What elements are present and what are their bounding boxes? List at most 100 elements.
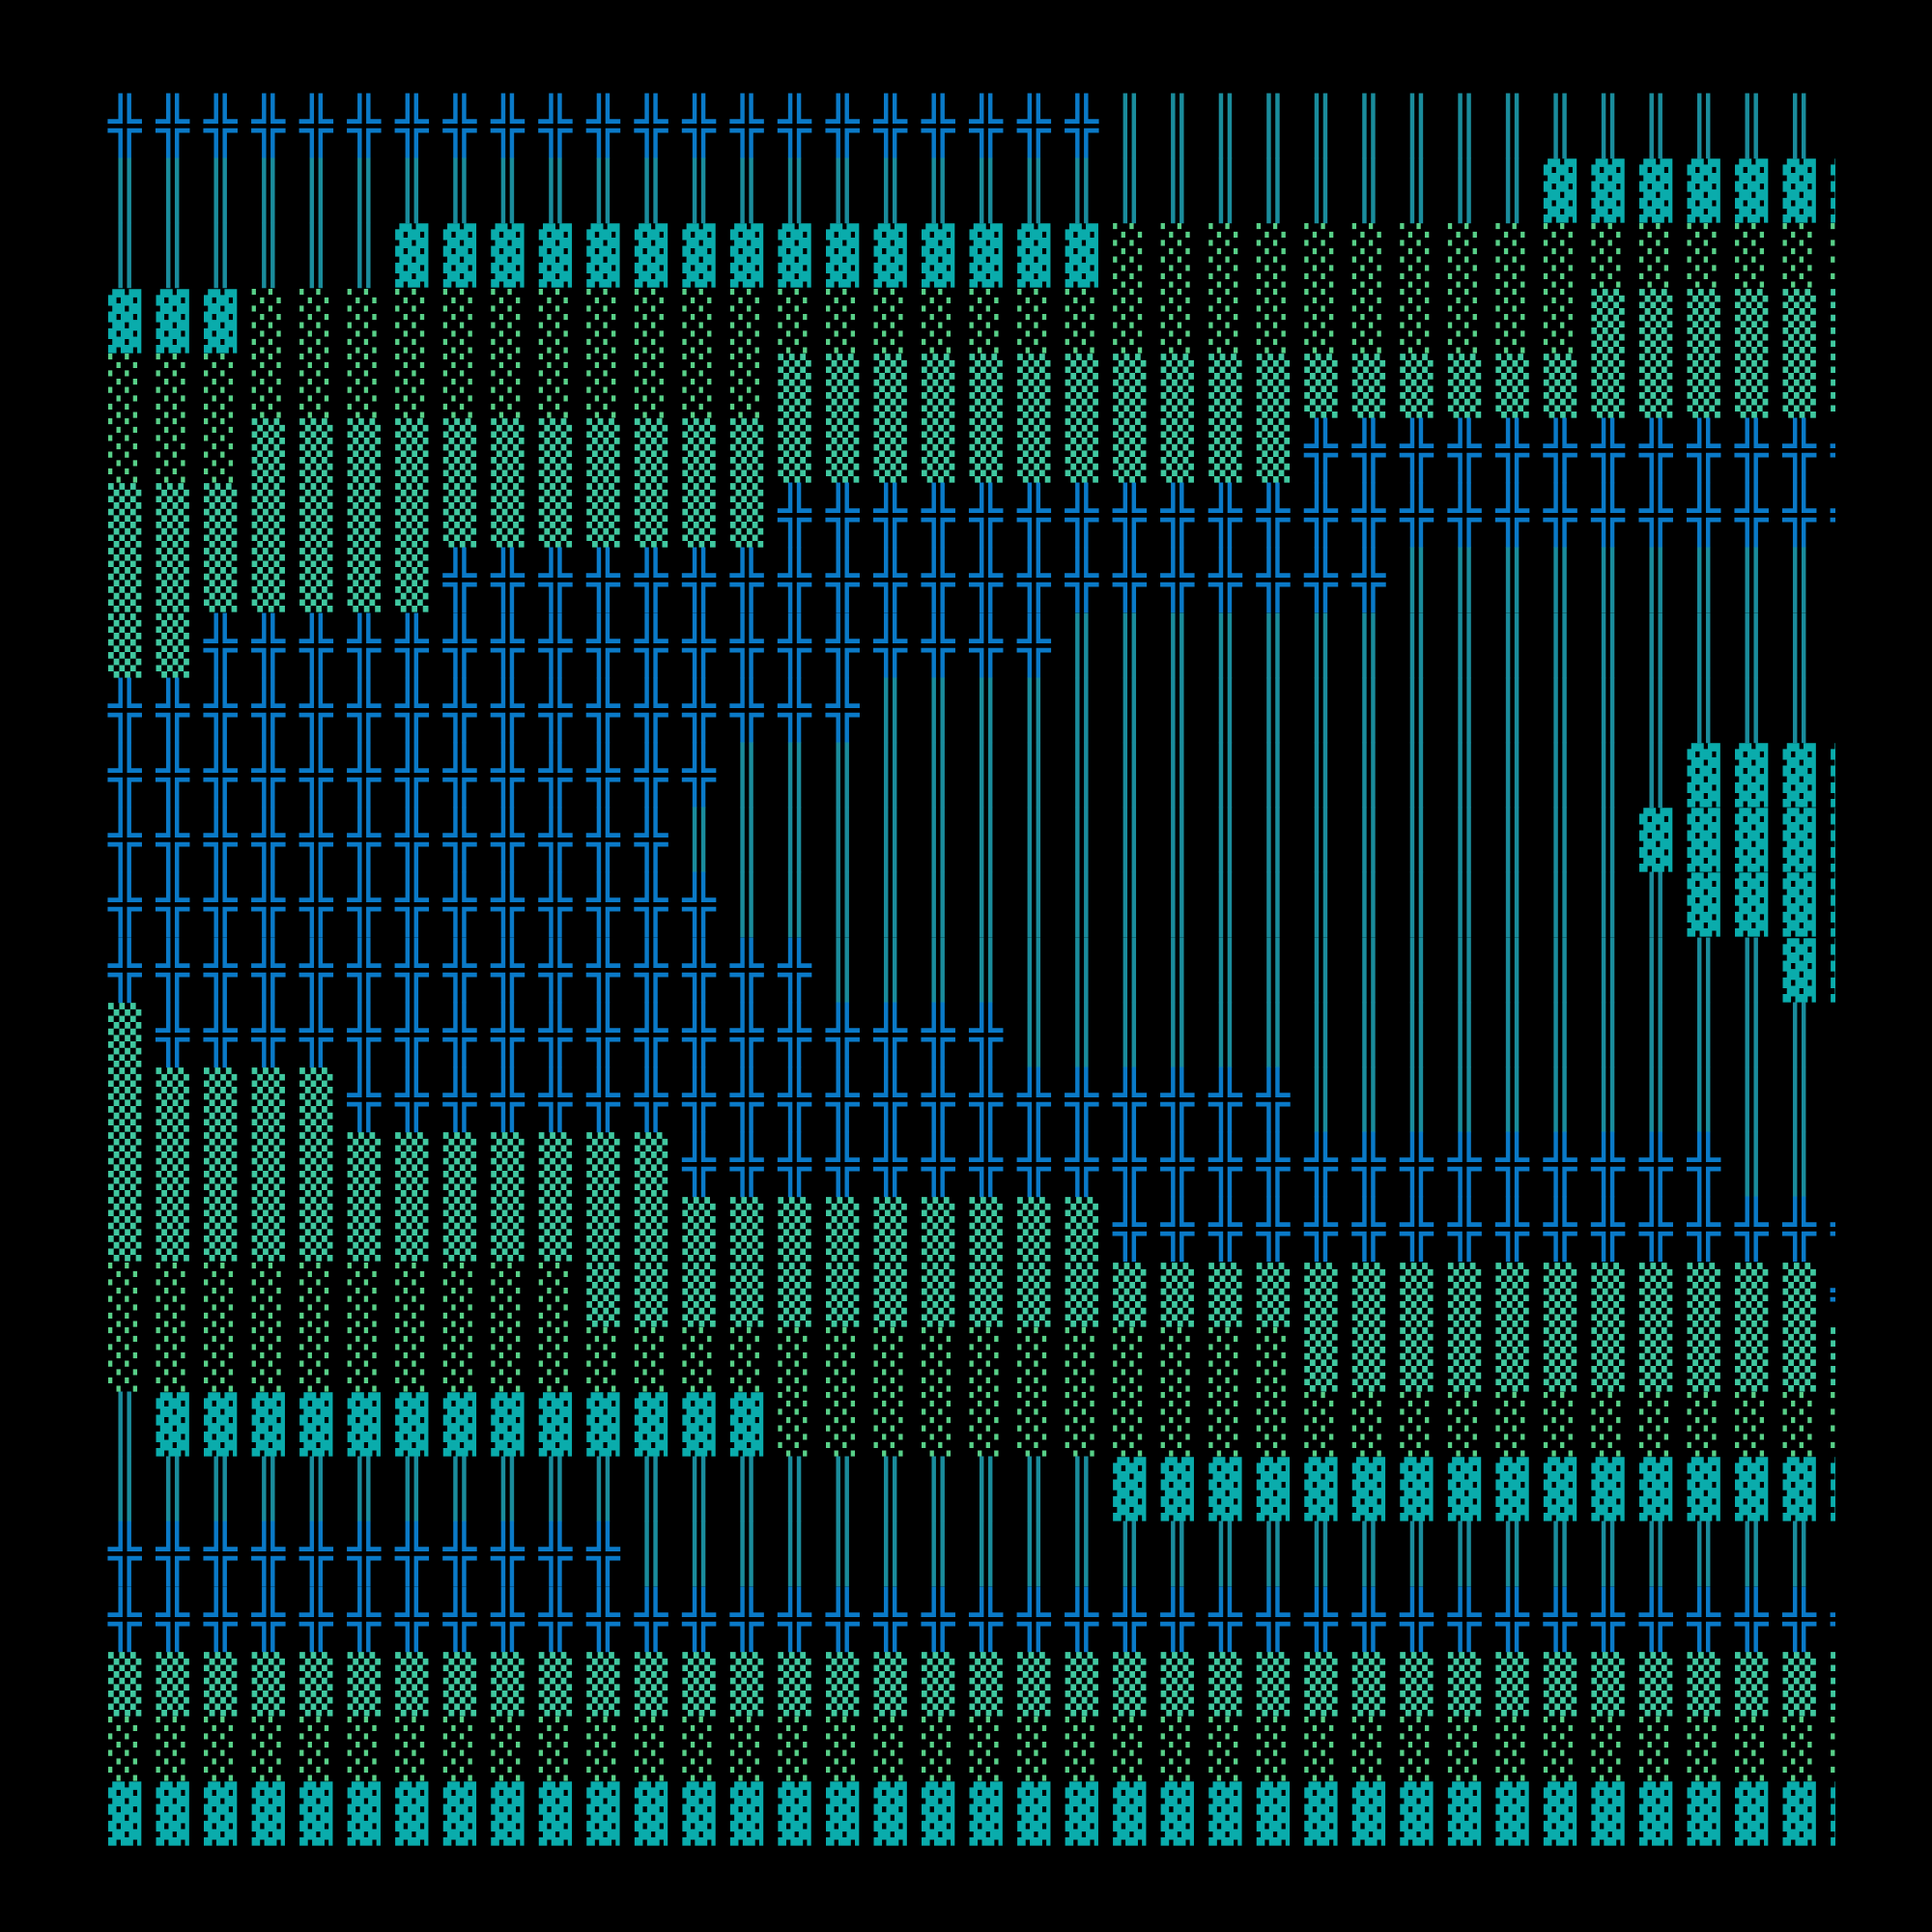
medium-shade-glyph: ▒ bbox=[538, 1133, 573, 1198]
double-bar-glyph: ║ bbox=[1208, 938, 1242, 1003]
cross-glyph: ╬ bbox=[825, 1133, 860, 1198]
light-shade-glyph: ░ bbox=[1495, 224, 1529, 289]
light-shade-glyph: ░ bbox=[395, 354, 429, 418]
double-bar-glyph: ║ bbox=[969, 678, 1003, 743]
medium-shade-glyph: ▒ bbox=[1017, 1198, 1051, 1263]
double-bar-glyph: ║ bbox=[1065, 1458, 1098, 1522]
double-bar-glyph: ║ bbox=[1304, 678, 1338, 743]
cross-glyph: ╬ bbox=[1831, 1264, 1835, 1328]
cross-glyph: ╬ bbox=[586, 1587, 620, 1652]
double-bar-glyph: ║ bbox=[969, 159, 1003, 224]
light-shade-glyph: ░ bbox=[299, 289, 333, 354]
light-shade-glyph: ░ bbox=[1351, 289, 1386, 354]
cross-glyph: ╬ bbox=[108, 938, 142, 1003]
dark-shade-glyph: ▓ bbox=[969, 1782, 1003, 1847]
double-bar-glyph: ║ bbox=[1256, 809, 1291, 873]
cross-glyph: ╬ bbox=[1160, 1133, 1194, 1198]
double-bar-glyph: ║ bbox=[1447, 1003, 1482, 1067]
cross-glyph: ╬ bbox=[251, 678, 285, 743]
cross-glyph: ╬ bbox=[442, 809, 477, 873]
double-bar-glyph: ║ bbox=[299, 224, 333, 289]
light-shade-glyph: ░ bbox=[395, 1718, 429, 1781]
light-shade-glyph: ░ bbox=[1831, 224, 1835, 289]
dark-shade-glyph: ▓ bbox=[442, 224, 477, 289]
cross-glyph: ╬ bbox=[778, 1587, 811, 1652]
medium-shade-glyph: ▒ bbox=[108, 1652, 142, 1717]
cross-glyph: ╬ bbox=[778, 1003, 811, 1067]
double-bar-glyph: ║ bbox=[1400, 1003, 1434, 1067]
medium-shade-glyph: ▒ bbox=[156, 1652, 189, 1717]
cross-glyph: ╬ bbox=[729, 1068, 764, 1132]
medium-shade-glyph: ▒ bbox=[682, 1652, 716, 1717]
cross-glyph: ╬ bbox=[586, 1522, 620, 1587]
dark-shade-glyph: ▓ bbox=[1543, 1782, 1577, 1847]
medium-shade-glyph: ▒ bbox=[586, 1263, 620, 1327]
light-shade-glyph: ░ bbox=[1065, 1393, 1098, 1457]
medium-shade-glyph: ▒ bbox=[825, 1652, 860, 1717]
double-bar-glyph: ║ bbox=[1160, 809, 1194, 873]
cross-glyph: ╬ bbox=[1256, 1068, 1291, 1132]
medium-shade-glyph: ▒ bbox=[969, 354, 1003, 418]
cross-glyph: ╬ bbox=[778, 1133, 811, 1198]
medium-shade-glyph: ▒ bbox=[1017, 1652, 1051, 1717]
cross-glyph: ╬ bbox=[873, 1003, 907, 1067]
cross-glyph: ╬ bbox=[1208, 549, 1242, 613]
dark-shade-glyph: ▓ bbox=[538, 1782, 573, 1847]
light-shade-glyph: ░ bbox=[1400, 289, 1434, 354]
cross-glyph: ╬ bbox=[251, 809, 285, 873]
double-bar-glyph: ║ bbox=[825, 744, 860, 808]
cross-glyph: ╬ bbox=[442, 1587, 477, 1652]
light-shade-glyph: ░ bbox=[491, 1263, 525, 1327]
cross-glyph: ╬ bbox=[969, 1587, 1003, 1652]
light-shade-glyph: ░ bbox=[1735, 1718, 1769, 1781]
double-bar-glyph: ║ bbox=[1447, 1068, 1482, 1132]
double-bar-glyph: ║ bbox=[1831, 1522, 1835, 1587]
medium-shade-glyph: ▒ bbox=[1687, 1327, 1720, 1392]
cross-glyph: ╬ bbox=[538, 873, 573, 938]
cross-glyph: ╬ bbox=[873, 484, 907, 549]
cross-glyph: ╬ bbox=[1831, 484, 1835, 549]
double-bar-glyph: ║ bbox=[922, 159, 955, 224]
light-shade-glyph: ░ bbox=[204, 1718, 238, 1781]
double-bar-glyph: ║ bbox=[1208, 95, 1242, 158]
medium-shade-glyph: ▒ bbox=[873, 1198, 907, 1263]
cross-glyph: ╬ bbox=[1831, 419, 1835, 484]
double-bar-glyph: ║ bbox=[1304, 809, 1338, 873]
light-shade-glyph: ░ bbox=[873, 1327, 907, 1392]
light-shade-glyph: ░ bbox=[1447, 1393, 1482, 1457]
dark-shade-glyph: ▓ bbox=[1400, 1782, 1434, 1847]
medium-shade-glyph: ▒ bbox=[299, 1198, 333, 1263]
cross-glyph: ╬ bbox=[634, 613, 668, 678]
light-shade-glyph: ░ bbox=[825, 289, 860, 354]
double-bar-glyph: ║ bbox=[969, 938, 1003, 1003]
dark-shade-glyph: ▓ bbox=[395, 224, 429, 289]
double-bar-glyph: ║ bbox=[1017, 1522, 1051, 1587]
double-bar-glyph: ║ bbox=[1065, 613, 1098, 678]
medium-shade-glyph: ▒ bbox=[491, 1198, 525, 1263]
dark-shade-glyph: ▓ bbox=[873, 224, 907, 289]
double-bar-glyph: ║ bbox=[156, 159, 189, 224]
medium-shade-glyph: ▒ bbox=[1782, 1327, 1816, 1392]
double-bar-glyph: ║ bbox=[922, 1522, 955, 1587]
double-bar-glyph: ║ bbox=[1400, 873, 1434, 938]
medium-shade-glyph: ▒ bbox=[1017, 419, 1051, 483]
cross-glyph: ╬ bbox=[204, 1587, 238, 1652]
light-shade-glyph: ░ bbox=[1160, 1718, 1194, 1781]
medium-shade-glyph: ▒ bbox=[1831, 290, 1835, 355]
medium-shade-glyph: ▒ bbox=[395, 1652, 429, 1717]
light-shade-glyph: ░ bbox=[156, 419, 189, 483]
double-bar-glyph: ║ bbox=[1065, 744, 1098, 808]
double-bar-glyph: ║ bbox=[1017, 809, 1051, 873]
double-bar-glyph: ║ bbox=[1160, 938, 1194, 1003]
cross-glyph: ╬ bbox=[251, 613, 285, 678]
cross-glyph: ╬ bbox=[1735, 419, 1769, 483]
double-bar-glyph: ║ bbox=[1638, 1068, 1673, 1132]
dark-shade-glyph: ▓ bbox=[1160, 1782, 1194, 1847]
cross-glyph: ╬ bbox=[1400, 419, 1434, 483]
medium-shade-glyph: ▒ bbox=[299, 419, 333, 483]
light-shade-glyph: ░ bbox=[156, 1263, 189, 1327]
light-shade-glyph: ░ bbox=[1447, 289, 1482, 354]
dark-shade-glyph: ▓ bbox=[1782, 744, 1816, 808]
cross-glyph: ╬ bbox=[204, 1522, 238, 1587]
double-bar-glyph: ║ bbox=[1113, 95, 1147, 158]
